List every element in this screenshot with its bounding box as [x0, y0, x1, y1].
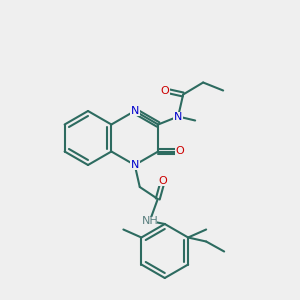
- Text: N: N: [174, 112, 182, 122]
- FancyBboxPatch shape: [160, 86, 170, 95]
- FancyBboxPatch shape: [158, 176, 168, 185]
- FancyBboxPatch shape: [173, 112, 183, 121]
- Text: O: O: [176, 146, 184, 157]
- Text: O: O: [158, 176, 167, 186]
- Text: NH: NH: [141, 216, 158, 226]
- FancyBboxPatch shape: [175, 147, 185, 156]
- FancyBboxPatch shape: [130, 160, 140, 169]
- Text: N: N: [130, 160, 139, 170]
- Text: N: N: [130, 106, 139, 116]
- Text: O: O: [161, 85, 170, 95]
- FancyBboxPatch shape: [130, 106, 140, 116]
- FancyBboxPatch shape: [143, 217, 157, 226]
